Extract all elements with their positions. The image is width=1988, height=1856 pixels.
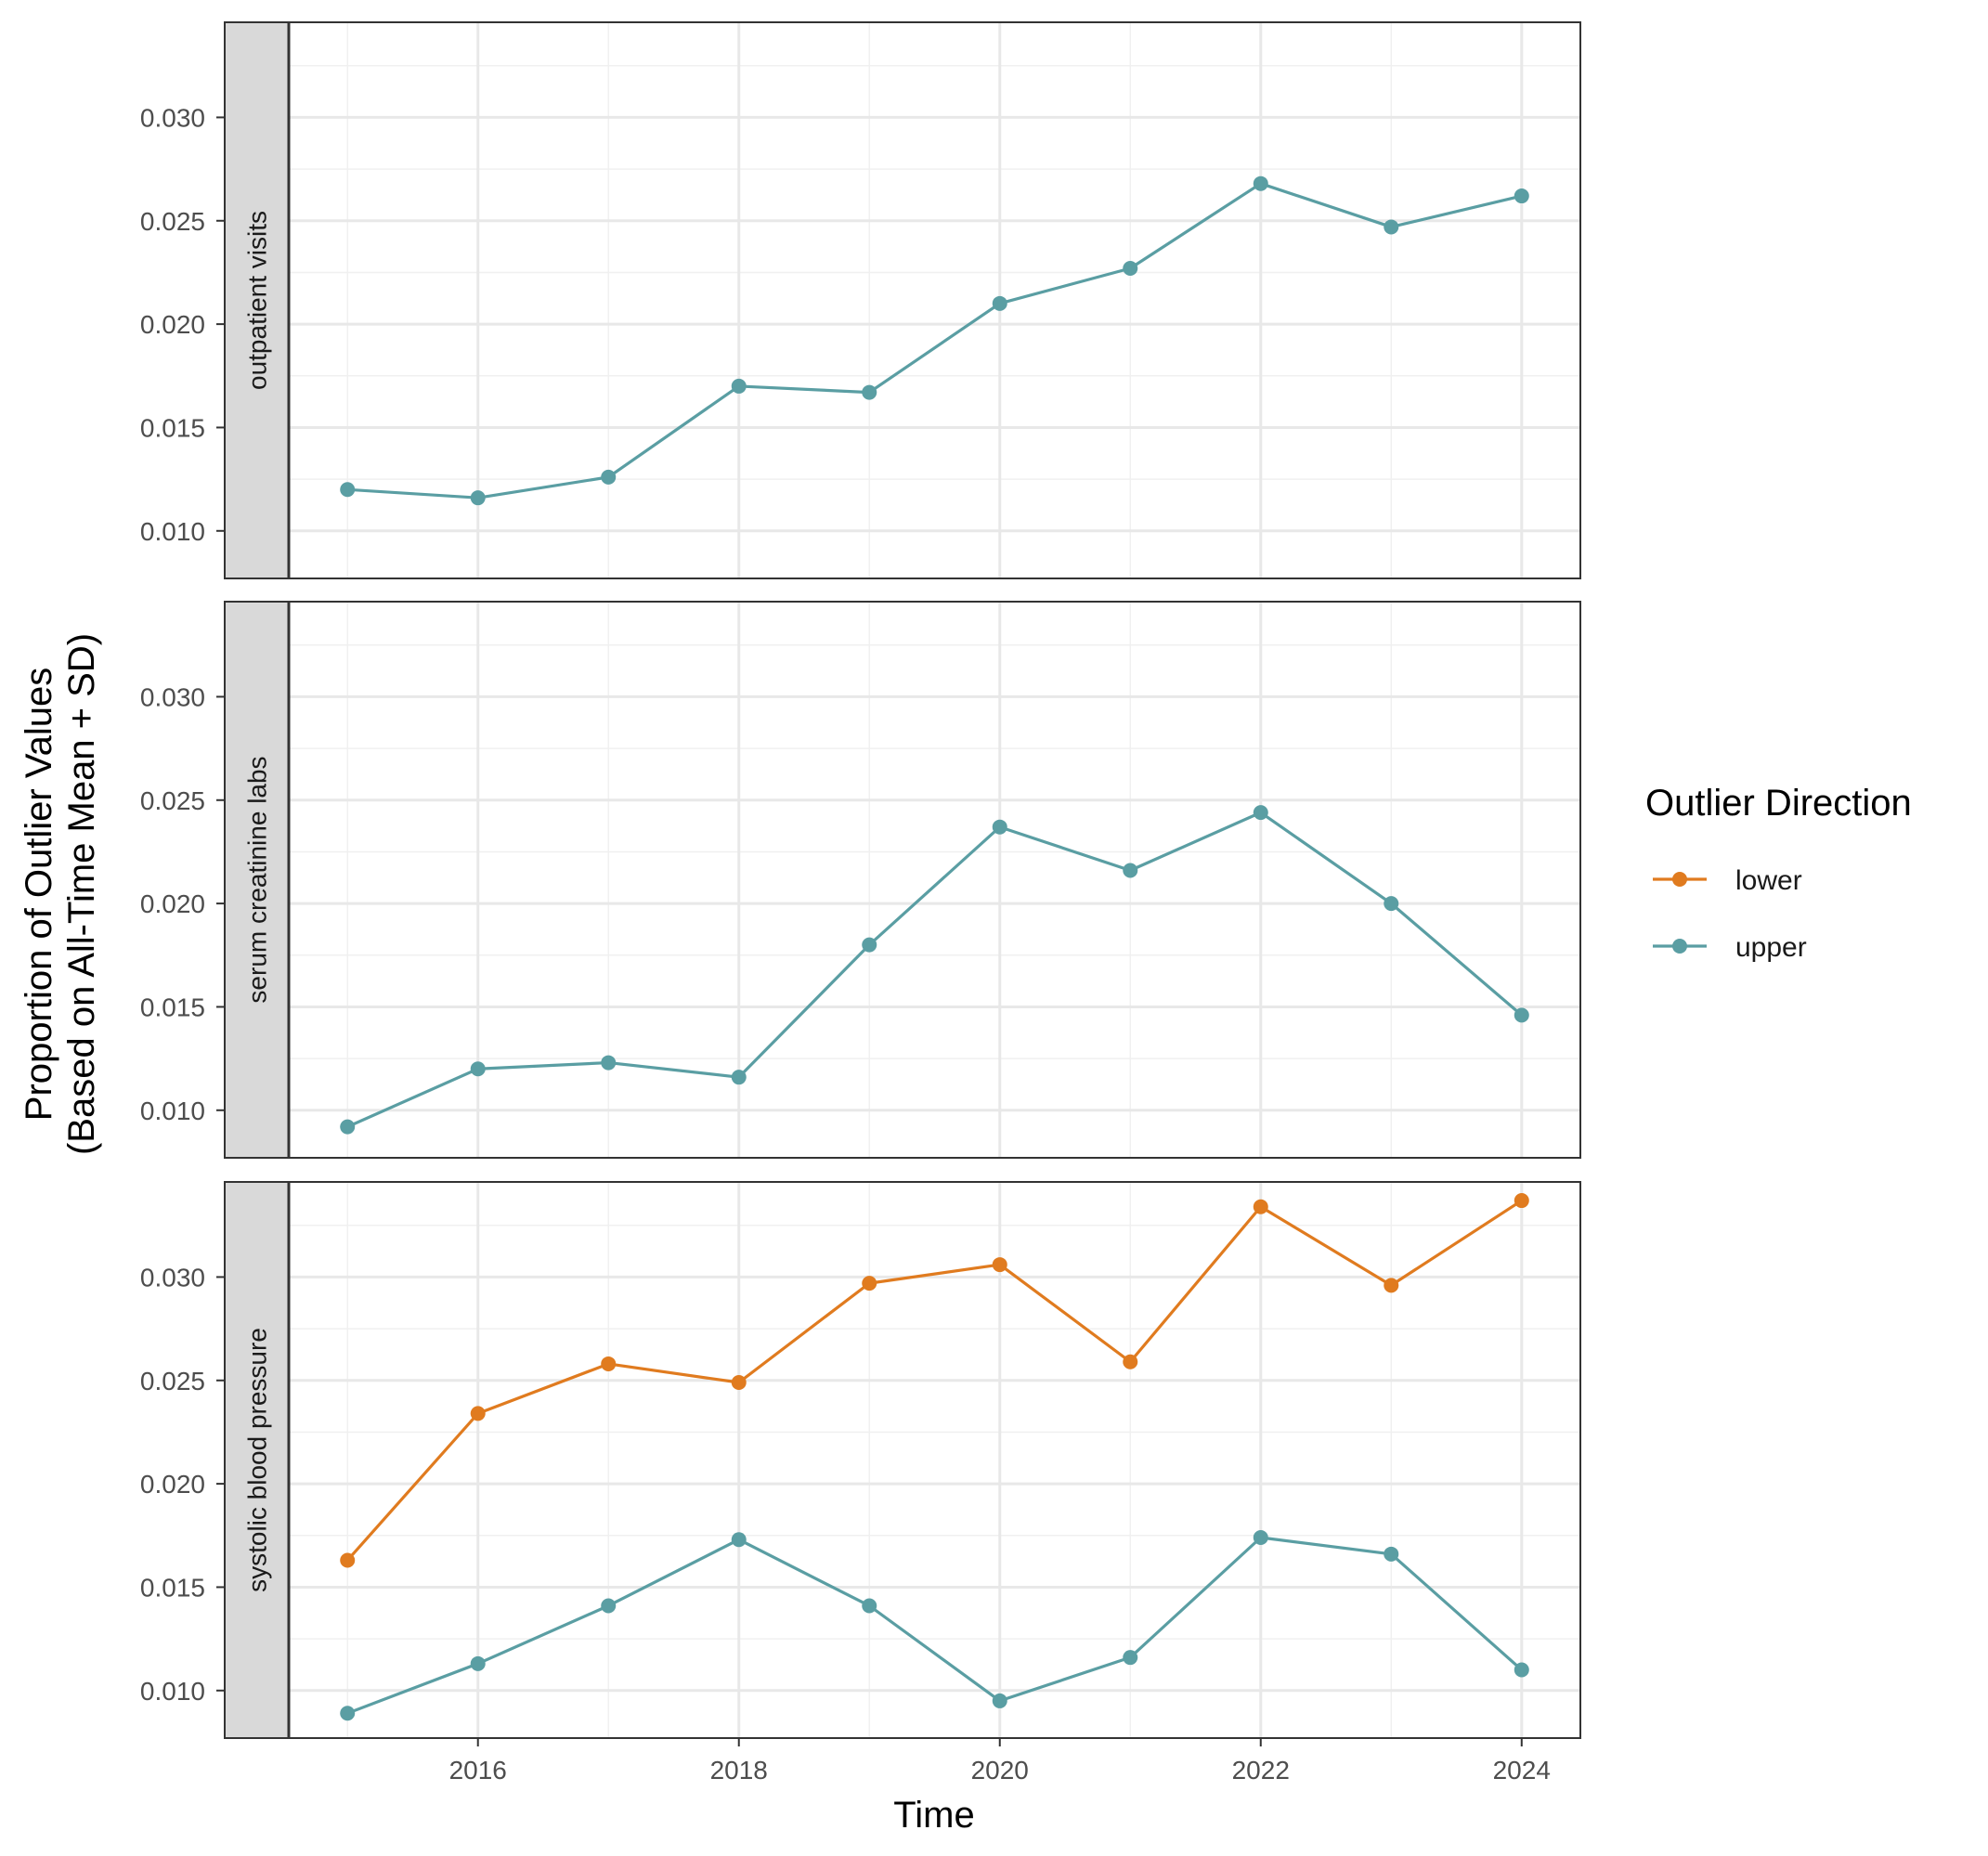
data-point (1384, 896, 1399, 912)
data-point (1123, 260, 1138, 276)
data-point (1253, 805, 1268, 821)
data-point (992, 819, 1007, 835)
data-point (340, 1706, 356, 1721)
y-tick-label: 0.010 (140, 1097, 205, 1125)
data-point (1253, 1199, 1268, 1214)
y-tick-label: 0.025 (140, 207, 205, 236)
data-point (1123, 1650, 1138, 1666)
data-point (601, 1356, 617, 1371)
data-point (1384, 219, 1399, 235)
data-point (1253, 1530, 1268, 1546)
legend-label: upper (1735, 932, 1807, 963)
y-tick-label: 0.030 (140, 103, 205, 132)
facet-strip-label: serum creatinine labs (243, 756, 272, 1003)
y-tick-label: 0.025 (140, 786, 205, 815)
y-tick-label: 0.030 (140, 1263, 205, 1291)
data-point (470, 490, 486, 506)
facet-panel: 0.010 0.015 0.020 0.025 0.030 serum creatinin… (140, 601, 1581, 1159)
legend-entry-upper: upper (1653, 932, 1807, 963)
data-point (340, 1119, 356, 1135)
facet-panels: 0.010 0.015 0.020 0.025 0.030 outpatient visi… (140, 21, 1581, 1739)
data-point (731, 1374, 747, 1390)
y-tick-label: 0.030 (140, 682, 205, 711)
data-point (862, 1276, 877, 1291)
data-point (470, 1061, 486, 1077)
series-upper (340, 175, 1529, 506)
series-lower (340, 1193, 1529, 1568)
series-line (346, 811, 1523, 1129)
data-point (1384, 1278, 1399, 1293)
data-point (601, 1598, 617, 1614)
facet-strip-label: systolic blood pressure (243, 1328, 272, 1592)
data-point (1384, 1546, 1399, 1562)
data-point (601, 1055, 617, 1071)
data-point (340, 1552, 356, 1568)
data-point (1514, 1007, 1529, 1023)
y-tick-label: 0.010 (140, 1677, 205, 1706)
x-tick-label: 2020 (971, 1756, 1029, 1785)
facet-strip (225, 1182, 289, 1738)
data-point (1514, 1193, 1529, 1209)
data-point (1253, 175, 1268, 191)
facet-strip-label: outpatient visits (243, 211, 272, 390)
data-point (731, 1532, 747, 1548)
facet-strip (225, 602, 289, 1158)
series-upper (340, 805, 1529, 1135)
y-tick-label: 0.015 (140, 993, 205, 1021)
data-point (731, 378, 747, 394)
panel-border (224, 21, 1581, 579)
facet-panel: 0.010 0.015 0.020 0.025 0.030 outpatient visi… (140, 21, 1581, 579)
x-tick-label: 2024 (1493, 1756, 1551, 1785)
y-tick-label: 0.020 (140, 1470, 205, 1499)
data-point (470, 1406, 486, 1421)
y-tick-label: 0.025 (140, 1367, 205, 1395)
data-point (1514, 1662, 1529, 1678)
x-axis-title: Time (893, 1795, 974, 1836)
y-tick-label: 0.015 (140, 413, 205, 442)
legend-entry-lower: lower (1653, 865, 1802, 896)
y-axis-title-line2: (Based on All-Time Mean + SD) (61, 633, 102, 1155)
legend-key-point (1672, 872, 1687, 887)
panel-border (224, 1181, 1581, 1739)
x-axis: 2016 2018 2020 2022 2024 (449, 1738, 1551, 1785)
y-axis-title: Proportion of Outlier Values (Based on A… (19, 633, 102, 1155)
data-point (862, 1598, 877, 1614)
data-point (731, 1070, 747, 1085)
data-point (862, 937, 877, 953)
series-upper (340, 1530, 1529, 1721)
legend-key-point (1672, 939, 1687, 954)
panel-background (289, 22, 1580, 578)
data-point (470, 1655, 486, 1671)
y-tick-label: 0.020 (140, 889, 205, 918)
series-line (346, 1199, 1523, 1562)
legend-title: Outlier Direction (1645, 783, 1912, 824)
legend-label: lower (1735, 865, 1802, 896)
facet-strip (225, 22, 289, 578)
panel-background (289, 602, 1580, 1158)
data-point (1514, 188, 1529, 204)
x-tick-label: 2022 (1232, 1756, 1290, 1785)
y-tick-label: 0.015 (140, 1573, 205, 1602)
data-point (992, 295, 1007, 311)
data-point (992, 1693, 1007, 1708)
data-point (1123, 1354, 1138, 1369)
y-tick-label: 0.020 (140, 310, 205, 339)
data-point (340, 482, 356, 498)
legend: Outlier Direction lower upper (1645, 783, 1912, 963)
panel-border (224, 601, 1581, 1159)
data-point (992, 1257, 1007, 1273)
y-tick-label: 0.010 (140, 517, 205, 546)
x-tick-label: 2016 (449, 1756, 507, 1785)
y-axis-title-line1: Proportion of Outlier Values (19, 668, 59, 1121)
data-point (601, 469, 617, 485)
facet-panel: 0.010 0.015 0.020 0.025 0.030 systolic blood … (140, 1181, 1581, 1739)
data-point (1123, 863, 1138, 878)
data-point (862, 384, 877, 400)
series-line (347, 182, 1523, 500)
series-line (346, 1536, 1523, 1715)
x-tick-label: 2018 (710, 1756, 768, 1785)
